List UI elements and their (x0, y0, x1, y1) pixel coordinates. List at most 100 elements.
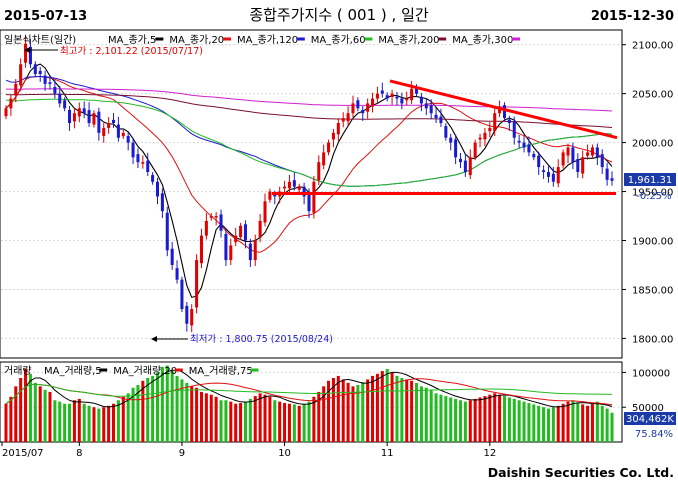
candle-body (537, 155, 541, 168)
volume-bar (341, 379, 345, 442)
volume-bar (53, 400, 57, 442)
candle-body (561, 152, 565, 166)
candle-body (258, 220, 262, 238)
volume-bar (48, 391, 52, 442)
legend-chart-name: 일본식차트(일간) (4, 34, 76, 46)
candle-body (463, 160, 467, 172)
candle-body (586, 152, 590, 156)
volume-bar (493, 393, 497, 442)
candle-body (97, 111, 101, 133)
last-change: -0.25% (636, 191, 671, 202)
volume-bar (121, 396, 125, 442)
candle-body (229, 245, 233, 261)
candle-body (351, 103, 355, 114)
candle-body (185, 305, 189, 324)
volume-bar (610, 412, 614, 442)
candle-body (131, 142, 135, 158)
candle-body (610, 178, 614, 181)
volume-bar (458, 400, 463, 442)
candle-body (415, 87, 419, 94)
volume-bar (92, 407, 96, 442)
volume-bar (151, 375, 155, 442)
volume-bar (38, 386, 42, 442)
candle-body (146, 160, 150, 172)
price-tick-label: 1800.00 (632, 334, 673, 345)
volume-bar (390, 372, 394, 442)
trendline (389, 79, 618, 140)
candle-body (263, 201, 267, 223)
candle-body (483, 132, 487, 140)
footer-brand: Daishin Securities Co. Ltd. (488, 465, 674, 480)
volume-bar (483, 396, 487, 442)
volume-bar (224, 400, 228, 442)
candle-body (434, 114, 438, 119)
volume-bar (581, 404, 585, 442)
price-tick-label: 1850.00 (632, 285, 673, 296)
header-end-date: 2015-12-30 (591, 9, 674, 24)
volume-bar (24, 368, 28, 442)
volume-bar (273, 400, 277, 442)
candle-body (566, 147, 570, 156)
volume-bar (33, 382, 37, 442)
price-tick-label: 1900.00 (632, 237, 673, 248)
candle-body (126, 135, 130, 143)
volume-bar (600, 405, 604, 442)
volume-bar (327, 380, 331, 442)
volume-bar (14, 386, 18, 442)
volume-bar (190, 386, 194, 442)
candle-body (160, 193, 164, 212)
x-tick-label: 11 (381, 448, 394, 459)
candle-body (77, 108, 81, 117)
volume-bar (116, 400, 120, 442)
volume-bar (253, 396, 257, 442)
candle-body (410, 88, 414, 101)
volume-bar (498, 394, 502, 442)
candle-body (307, 193, 311, 212)
candle-body (498, 108, 502, 114)
candle-body (214, 216, 218, 218)
volume-bar (112, 403, 116, 442)
volume-bar (214, 396, 218, 442)
volume-legend-label: 거래량 (4, 365, 32, 377)
candle-body (190, 309, 194, 326)
volume-ma-lines (5, 369, 613, 408)
price-tick-label: 2000.00 (632, 139, 673, 150)
candle-body (542, 170, 546, 172)
candle-body (112, 119, 116, 124)
low-annotation: 최저가 : 1,800.75 (2015/08/24) (151, 334, 333, 345)
candle-body (405, 98, 409, 101)
candle-body (302, 186, 306, 197)
volume-bar (307, 401, 311, 442)
volume-bar (136, 384, 140, 442)
volume-legend-item: MA_거래량,5 (44, 365, 102, 377)
candle-body (170, 248, 174, 265)
candle-body (107, 123, 111, 128)
volume-bar (180, 379, 184, 442)
legend-item-label: MA_종가,200 (378, 34, 439, 46)
candle-body (488, 127, 492, 132)
volume-bar (537, 405, 541, 442)
candle-body (371, 98, 375, 107)
candle-body (400, 98, 404, 104)
volume-bar (532, 404, 536, 442)
volume-bar (297, 405, 301, 442)
candle-body (356, 100, 360, 109)
volume-bar (312, 396, 316, 442)
volume-bar (82, 403, 86, 442)
price-y-axis: 2100.00 2050.00 2000.00 1950.00 1900.00 1850.… (622, 41, 673, 345)
candle-body (43, 75, 47, 84)
candle-body (532, 153, 536, 158)
candle-body (219, 214, 223, 231)
candle-body (556, 167, 560, 184)
volume-bar (258, 393, 262, 442)
candle-body (224, 233, 228, 261)
candle-body (478, 137, 482, 140)
candle-body (346, 113, 350, 122)
candle-body (87, 110, 91, 124)
x-tick-label: 12 (483, 448, 496, 459)
candle-body (180, 279, 184, 310)
volume-bar (43, 389, 47, 442)
volume-bar (561, 403, 565, 442)
volume-bar (586, 405, 590, 442)
volume-bar (209, 394, 213, 442)
